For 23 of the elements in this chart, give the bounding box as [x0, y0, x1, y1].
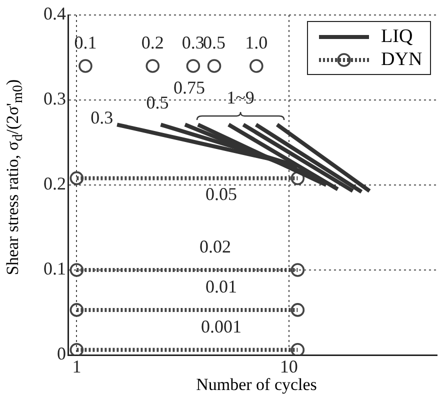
x-tick-label: 10: [280, 356, 298, 377]
annotation: 0.75: [174, 77, 206, 98]
annotation: 0.01: [205, 276, 237, 297]
y-tick-label: 0: [57, 344, 66, 364]
annotation: 0.5: [146, 92, 169, 112]
annotation: 0.02: [200, 236, 232, 257]
annotation: 0.05: [205, 184, 237, 204]
x-tick-label: 1: [72, 356, 82, 377]
annotation: 0.3: [90, 107, 114, 128]
annotation: 0.3: [182, 32, 204, 53]
legend-label: DYN: [381, 48, 422, 71]
y-tick-label: 0.2: [44, 174, 66, 194]
annotation: 0.2: [141, 32, 164, 53]
y-tick-label: 0.3: [44, 88, 66, 109]
y-tick-label: 0.4: [44, 4, 66, 24]
annotation: 0.1: [74, 32, 97, 53]
x-axis-title: Number of cycles: [195, 375, 318, 395]
annotation: 0.5: [203, 32, 226, 53]
annotation: 1~9: [226, 87, 254, 108]
annotation: 1.0: [245, 32, 268, 53]
annotation: 0.001: [200, 316, 242, 337]
y-tick-label: 0.1: [44, 258, 66, 279]
legend-label: LIQ: [381, 25, 413, 48]
